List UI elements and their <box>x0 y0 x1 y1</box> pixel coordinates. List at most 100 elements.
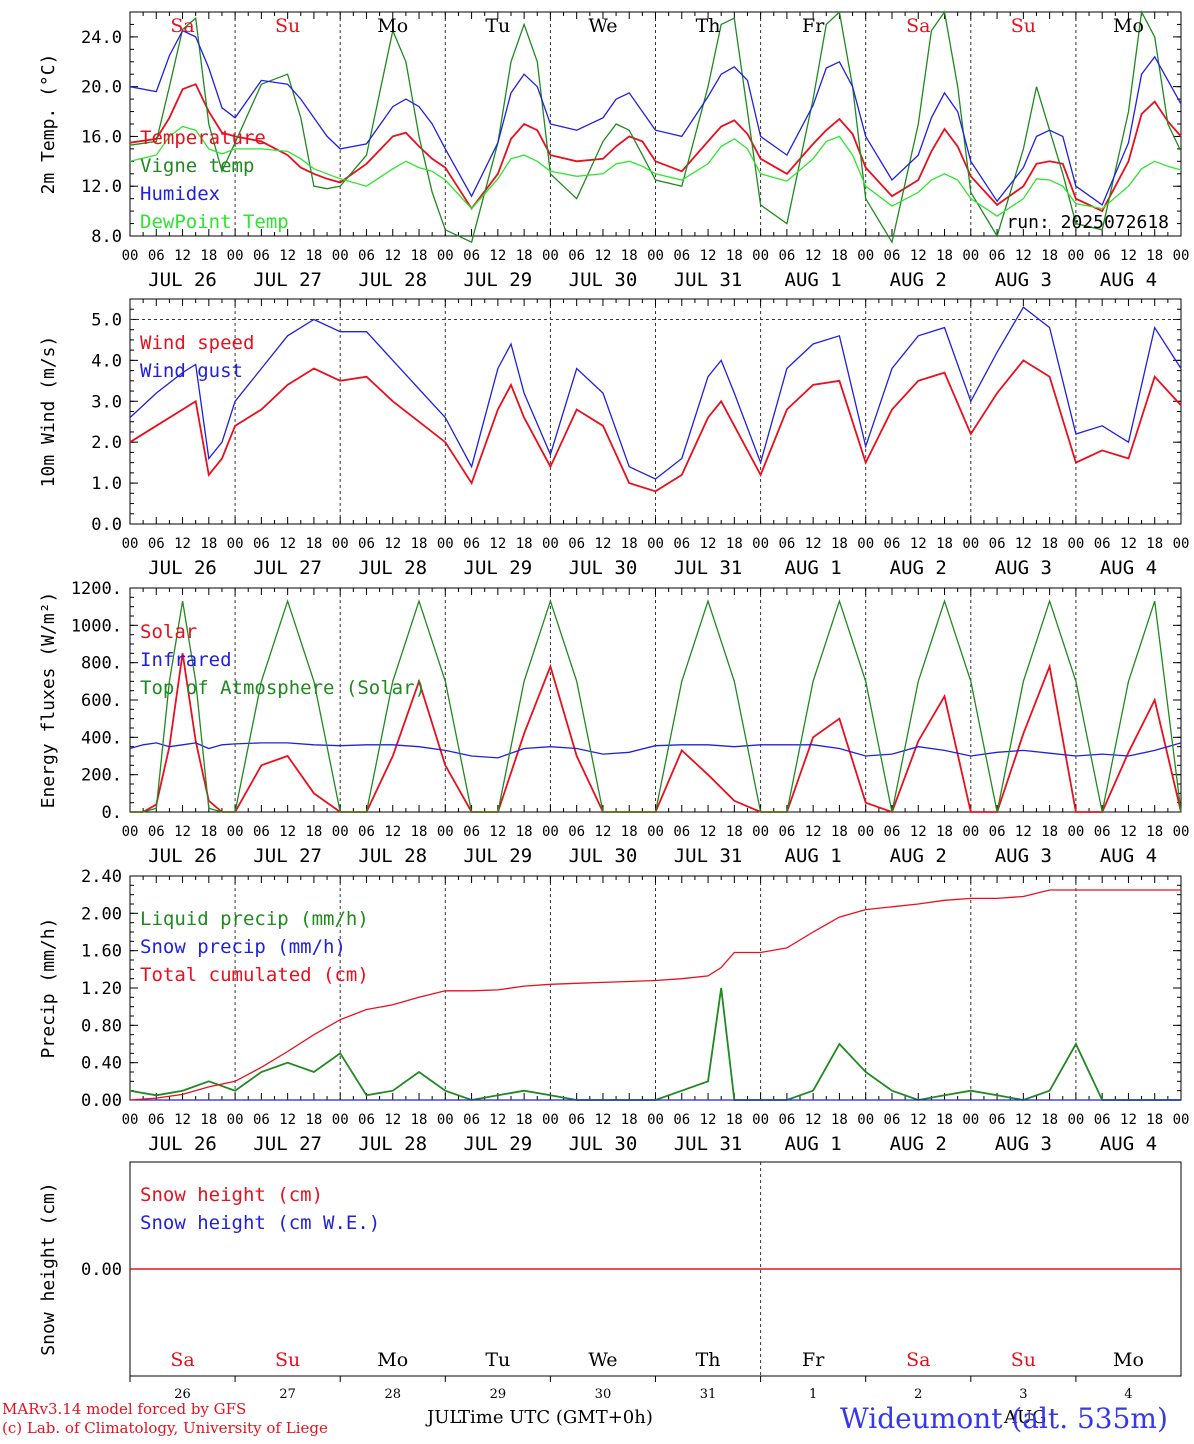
hour-label: 12 <box>489 824 506 840</box>
hour-label: 00 <box>332 824 349 840</box>
hour-label: 00 <box>437 248 454 264</box>
hour-label: 00 <box>962 824 979 840</box>
date-label: AUG 2 <box>890 845 947 867</box>
panel-5: 0.00 Snow height (cm) Snow height (cm) Snow… <box>38 1161 1182 1402</box>
weekday-label: Su <box>1011 15 1036 37</box>
hour-label: 12 <box>174 824 191 840</box>
y-tick-label: 2.00 <box>81 904 122 924</box>
hour-label: 18 <box>831 1112 848 1128</box>
weekday-label: Sa <box>906 1349 930 1371</box>
hour-label: 00 <box>122 536 139 552</box>
hour-label: 00 <box>1067 824 1084 840</box>
hour-label: 06 <box>148 1112 165 1128</box>
panel-3: 0. 200. 400. 600. 800. 1000. 1200. Energy fluxe… <box>38 579 1189 867</box>
hour-label: 00 <box>1067 536 1084 552</box>
hour-label: 06 <box>989 248 1006 264</box>
hour-label: 06 <box>463 536 480 552</box>
hour-label: 00 <box>752 248 769 264</box>
hour-label: 06 <box>989 824 1006 840</box>
y-tick-label: 1.0 <box>91 474 122 494</box>
date-label: JUL 27 <box>253 1133 322 1155</box>
hour-label: 06 <box>568 248 585 264</box>
hour-label: 06 <box>253 1112 270 1128</box>
legend-entry: Snow height (cm W.E.) <box>140 1212 380 1234</box>
legend-entry: Humidex <box>140 183 220 205</box>
hour-label: 18 <box>305 1112 322 1128</box>
hour-label: 12 <box>384 1112 401 1128</box>
date-label: JUL 29 <box>464 557 533 579</box>
hour-label: 06 <box>1094 536 1111 552</box>
run-label: run: 2025072618 <box>1006 212 1169 233</box>
hour-label: 00 <box>542 248 559 264</box>
hour-label: 06 <box>358 248 375 264</box>
weekday-label: Mo <box>1113 1349 1144 1371</box>
weekday-label: Mo <box>377 1349 408 1371</box>
legend-entry: Vigne temp <box>140 155 254 177</box>
day-number: 30 <box>595 1387 612 1402</box>
hour-label: 18 <box>1146 824 1163 840</box>
series-line-2 <box>129 9 1182 244</box>
series-line-1 <box>129 83 1182 213</box>
hour-label: 00 <box>1173 824 1190 840</box>
hour-label: 18 <box>726 1112 743 1128</box>
hour-label: 18 <box>936 248 953 264</box>
y-axis-label: 10m Wind (m/s) <box>38 336 59 488</box>
hour-label: 18 <box>516 536 533 552</box>
date-label: AUG 3 <box>995 557 1052 579</box>
y-tick-label: 24.0 <box>81 28 122 48</box>
series-line-1 <box>129 359 1182 493</box>
hour-label: 06 <box>778 248 795 264</box>
hour-label: 12 <box>489 248 506 264</box>
date-label: JUL 29 <box>464 845 533 867</box>
hour-label: 18 <box>411 248 428 264</box>
hour-label: 12 <box>1015 536 1032 552</box>
y-tick-label: 0. <box>102 803 122 823</box>
legend-entry: Solar <box>140 621 197 643</box>
hour-label: 18 <box>305 248 322 264</box>
hour-label: 18 <box>726 536 743 552</box>
date-label: AUG 1 <box>785 1133 842 1155</box>
date-label: JUL 26 <box>148 557 217 579</box>
y-tick-label: 200. <box>81 766 122 786</box>
date-label: JUL 27 <box>253 557 322 579</box>
hour-label: 12 <box>595 1112 612 1128</box>
hour-label: 06 <box>463 248 480 264</box>
hour-label: 18 <box>411 1112 428 1128</box>
hour-label: 06 <box>1094 248 1111 264</box>
hour-label: 06 <box>463 824 480 840</box>
hour-label: 06 <box>778 1112 795 1128</box>
hour-label: 00 <box>647 248 664 264</box>
hour-label: 12 <box>279 824 296 840</box>
date-label: JUL 27 <box>253 269 322 291</box>
weekday-label: Sa <box>170 1349 194 1371</box>
hour-label: 12 <box>700 1112 717 1128</box>
hour-label: 00 <box>437 824 454 840</box>
hour-label: 00 <box>647 1112 664 1128</box>
day-number: 3 <box>1019 1387 1027 1402</box>
hour-label: 18 <box>726 824 743 840</box>
hour-label: 12 <box>805 1112 822 1128</box>
y-tick-label: 16.0 <box>81 127 122 147</box>
hour-label: 12 <box>700 536 717 552</box>
station-name: Wideumont (alt. 535m) <box>840 1402 1168 1435</box>
hour-label: 06 <box>358 824 375 840</box>
hour-label: 18 <box>1041 824 1058 840</box>
date-label: JUL 28 <box>358 1133 427 1155</box>
hour-label: 12 <box>489 1112 506 1128</box>
hour-label: 06 <box>884 248 901 264</box>
y-tick-label: 600. <box>81 691 122 711</box>
panel-frame <box>129 587 1182 813</box>
hour-label: 00 <box>962 536 979 552</box>
hour-label: 18 <box>200 1112 217 1128</box>
y-tick-label: 1000. <box>71 616 122 636</box>
hour-label: 12 <box>1120 536 1137 552</box>
hour-label: 12 <box>1015 824 1032 840</box>
date-label: JUL 29 <box>464 1133 533 1155</box>
panel-2: 0.0 1.0 2.0 3.0 4.0 5.0 10m Wind (m/s) Wind spe… <box>38 298 1189 579</box>
hour-label: 06 <box>358 536 375 552</box>
weekday-label: Tu <box>485 1349 510 1371</box>
hour-label: 00 <box>227 536 244 552</box>
hour-label: 18 <box>1041 536 1058 552</box>
hour-label: 18 <box>831 824 848 840</box>
legend-entry: Wind speed <box>140 332 254 354</box>
